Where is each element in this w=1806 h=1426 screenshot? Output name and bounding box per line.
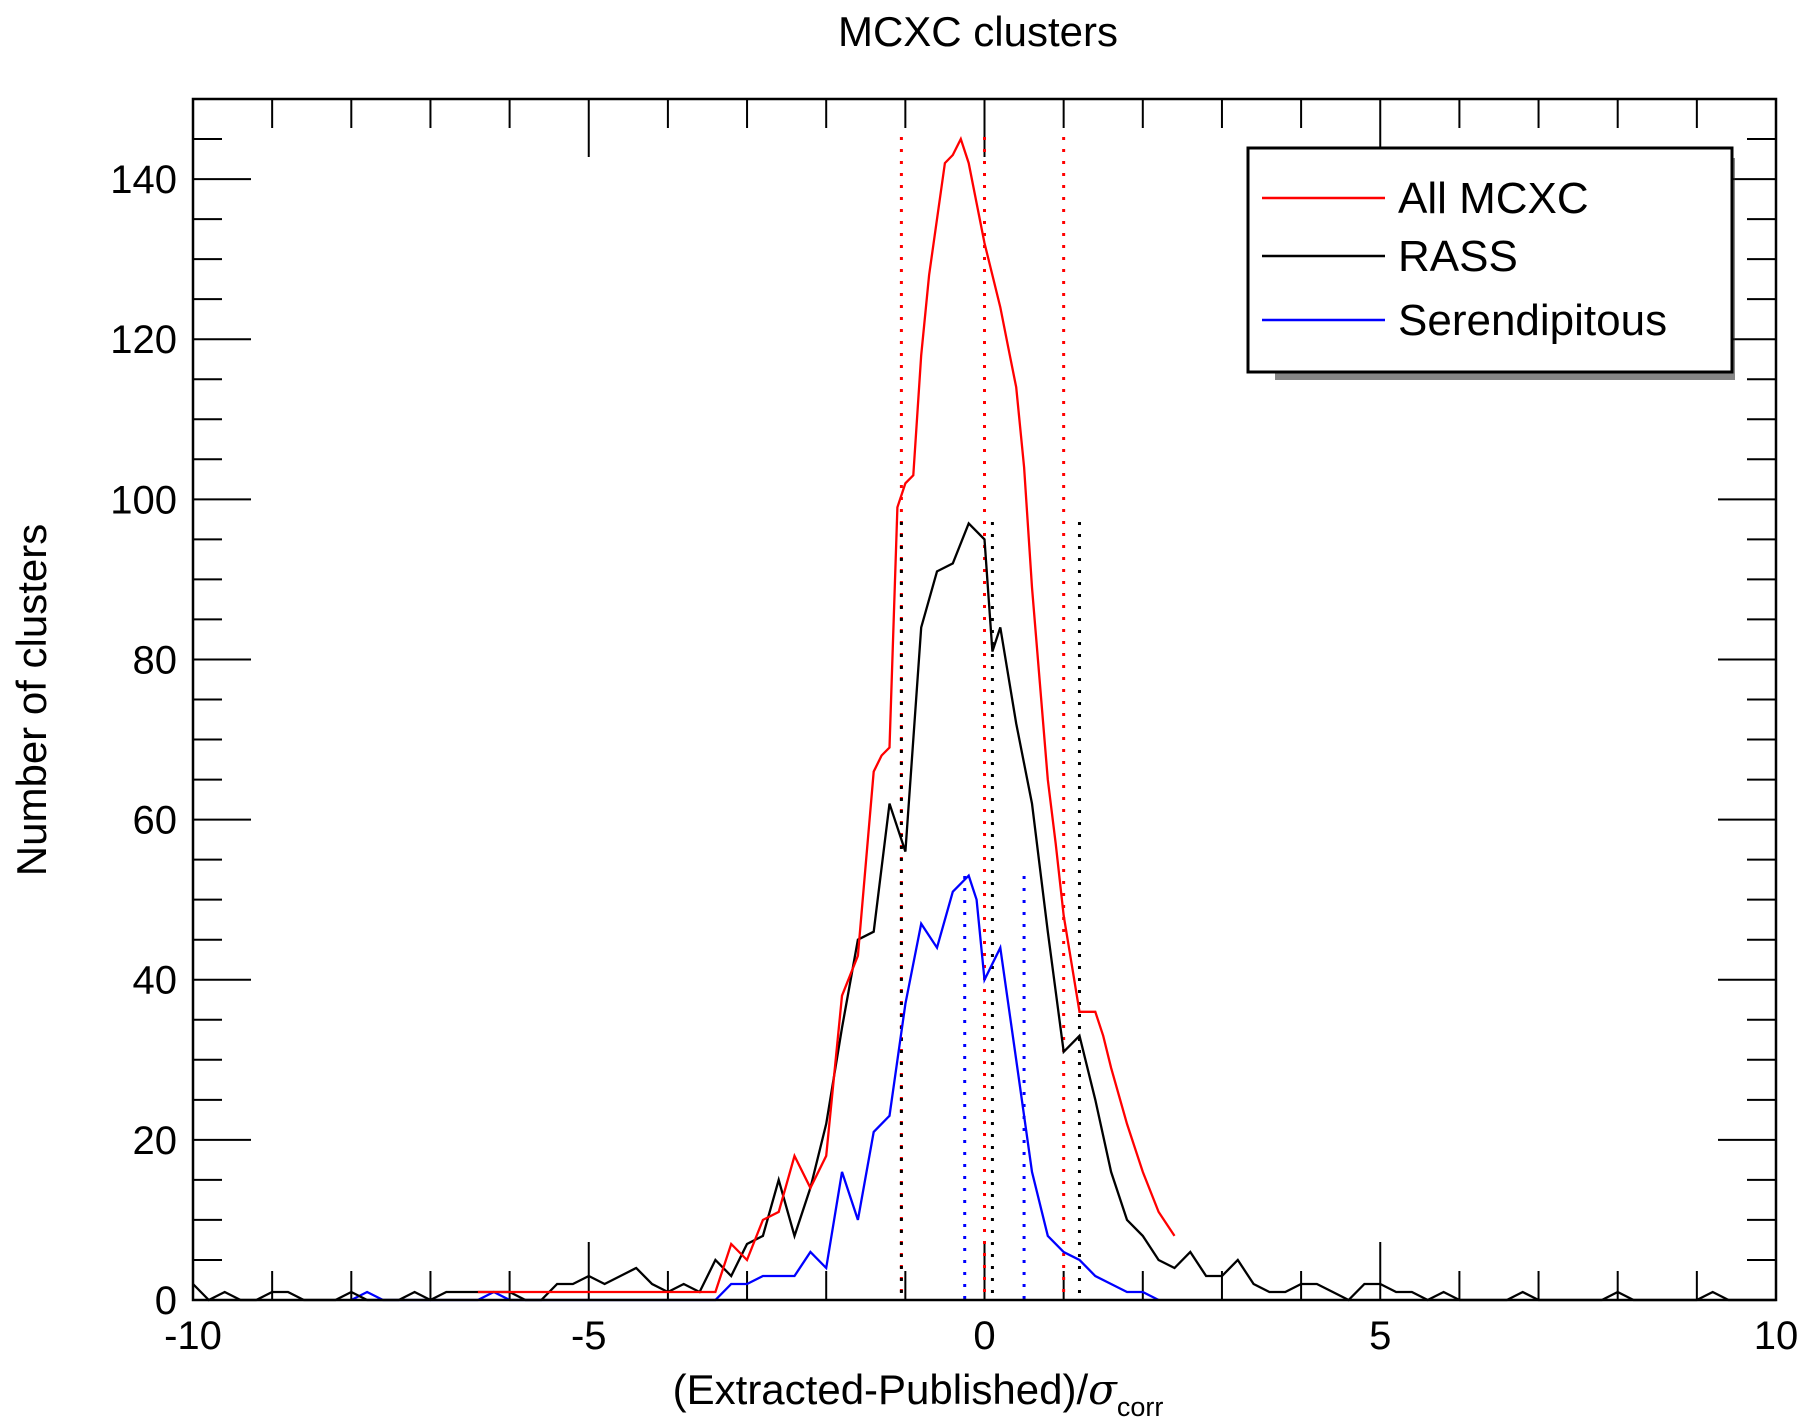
series-line-serendipitous (350, 873, 1160, 1302)
plot-frame (191, 97, 1778, 1302)
y-tick-label: 80 (133, 638, 178, 682)
x-tick-label: 10 (1754, 1314, 1799, 1358)
legend-label-rass: RASS (1398, 232, 1518, 281)
y-axis-label: Number of clusters (8, 524, 55, 876)
y-tick-label: 0 (155, 1279, 177, 1323)
legend: All MCXC RASS Serendipitous (1246, 146, 1735, 380)
x-tick-label: -5 (571, 1314, 607, 1358)
x-tick-label: 5 (1369, 1314, 1391, 1358)
series-line-all-mcxc (477, 135, 1176, 1294)
x-axis-label-main: (Extracted-Published)/ (673, 1366, 1089, 1413)
y-tick-label: 120 (110, 318, 177, 362)
series-line-rass (192, 521, 1776, 1302)
x-tick-label: -10 (164, 1314, 222, 1358)
x-axis-label: (Extracted-Published)/σcorr (673, 1365, 1164, 1422)
y-tick-label: 140 (110, 158, 177, 202)
x-axis-label-symbol: σ (1088, 1365, 1118, 1414)
y-tick-label: 100 (110, 478, 177, 522)
legend-label-all-mcxc: All MCXC (1398, 174, 1589, 223)
y-tick-label: 20 (133, 1119, 178, 1163)
x-axis-label-subscript: corr (1117, 1392, 1164, 1422)
legend-label-serendipitous: Serendipitous (1398, 296, 1667, 345)
chart-title: MCXC clusters (838, 8, 1118, 55)
legend-box (1246, 146, 1734, 374)
sigma-lines (899, 137, 1081, 1300)
y-tick-label: 60 (133, 799, 178, 843)
x-tick-label: 0 (973, 1314, 995, 1358)
y-tick-label: 40 (133, 959, 178, 1003)
